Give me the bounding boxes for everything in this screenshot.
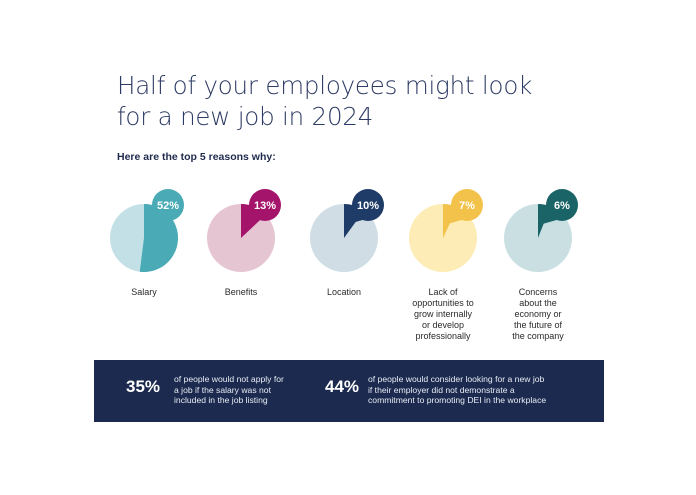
category-label-2: Benefits	[186, 287, 296, 298]
value-bubble-1	[152, 189, 184, 221]
category-label-1: Salary	[89, 287, 199, 298]
stat-2-line-3: commitment to promoting DEI in the workp…	[368, 395, 547, 405]
category-label-3-line-1: Location	[326, 287, 362, 297]
value-bubble-tail-5	[539, 209, 560, 225]
title-line-2: for a new job in 2024	[117, 102, 374, 131]
stat-2-text: of people would consider looking for a n…	[368, 374, 546, 406]
category-label-5-line-4: the future of	[513, 320, 563, 330]
value-label-2: 13%	[254, 200, 276, 212]
category-label-5-line-3: economy or	[514, 309, 562, 319]
stats-banner: 35% of people would not apply for a job …	[94, 360, 604, 422]
page-title: Half of your employees might look for a …	[117, 70, 597, 132]
category-label-5: Concerns about the economy or the future of…	[483, 287, 593, 342]
value-bubble-4	[451, 189, 483, 221]
value-label-4: 7%	[459, 200, 475, 212]
category-label-4-line-4: or develop	[421, 320, 465, 330]
category-label-5-line-2: about the	[519, 298, 557, 308]
value-label-5: 6%	[554, 200, 570, 212]
title-line-1: Half of your employees might look	[117, 71, 533, 100]
value-bubble-3	[352, 189, 384, 221]
category-label-4-line-3: grow internally	[413, 309, 473, 319]
value-bubble-5	[546, 189, 578, 221]
stat-2-line-2: if their employer did not demonstrate a	[368, 384, 515, 395]
stat-1-percent: 35%	[126, 377, 161, 396]
category-label-5-line-5: the company	[512, 331, 564, 341]
category-label-4-line-2: opportunities to	[412, 298, 474, 308]
category-label-1-line-1: Salary	[131, 287, 157, 297]
value-bubble-tail-2	[242, 209, 263, 225]
value-label-1: 52%	[157, 200, 179, 212]
value-bubble-2	[249, 189, 281, 221]
stat-1-line-2: a job if the salary was not	[174, 384, 271, 395]
stat-1-text: of people would not apply for a job if t…	[174, 374, 284, 406]
category-label-5-line-1: Concerns	[518, 287, 558, 297]
stat-1-line-1: of people would not apply for	[174, 374, 284, 384]
value-bubble-tail-1	[145, 209, 166, 225]
stat-1-line-3: included in the job listing	[174, 395, 268, 405]
value-label-3: 10%	[357, 200, 379, 212]
category-label-2-line-1: Benefits	[224, 287, 258, 297]
category-label-4: Lack of opportunities to grow internally or…	[388, 287, 498, 342]
category-label-3: Location	[289, 287, 399, 298]
stat-2-percent: 44%	[325, 377, 360, 396]
value-bubble-tail-4	[444, 209, 465, 225]
value-bubble-tail-3	[345, 209, 366, 225]
subtitle: Here are the top 5 reasons why:	[117, 151, 276, 163]
category-label-4-line-1: Lack of	[428, 287, 458, 297]
stat-2-line-1: of people would consider looking for a n…	[368, 374, 545, 384]
category-label-4-line-5: professionally	[415, 331, 471, 341]
